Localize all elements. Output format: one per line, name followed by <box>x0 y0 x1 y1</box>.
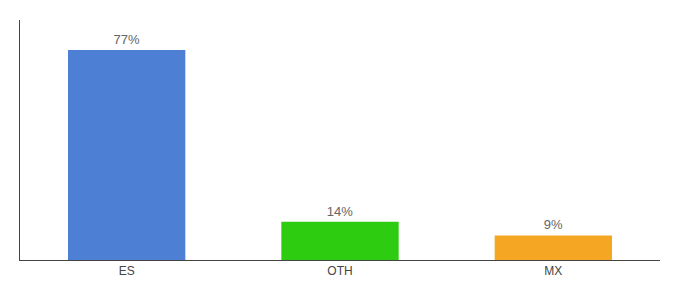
svg-text:ES: ES <box>119 264 135 278</box>
svg-text:77%: 77% <box>113 32 139 47</box>
svg-text:14%: 14% <box>327 204 353 219</box>
svg-text:MX: MX <box>544 264 562 278</box>
svg-text:OTH: OTH <box>327 264 352 278</box>
svg-text:9%: 9% <box>544 217 563 232</box>
